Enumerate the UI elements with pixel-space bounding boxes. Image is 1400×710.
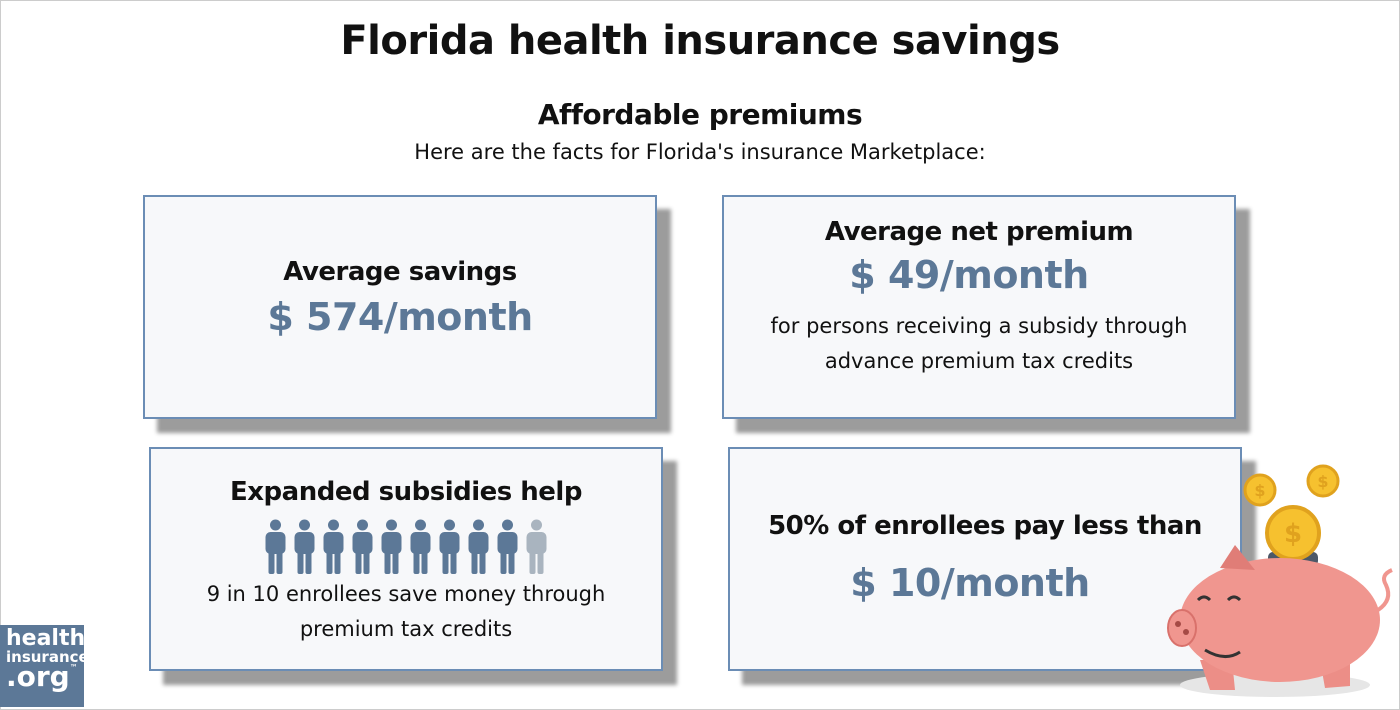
person-icon-filled xyxy=(294,519,315,574)
person-icon-filled xyxy=(497,519,518,574)
card: 50% of enrollees pay less than $ 10/mont… xyxy=(728,447,1242,671)
logo: health insurance .org™ xyxy=(0,625,89,707)
card-heading: Expanded subsidies help xyxy=(230,477,582,507)
person-icon-filled xyxy=(323,519,344,574)
amount: $ 574/month xyxy=(267,295,533,339)
person-icon-filled xyxy=(410,519,431,574)
piggy-bank-illustration: $ $ $ xyxy=(1167,464,1393,697)
logo-text: .org xyxy=(6,660,70,694)
logo-text: insurance xyxy=(6,647,89,666)
svg-text:$: $ xyxy=(1317,472,1328,491)
logo-mark: ™ xyxy=(69,663,78,673)
person-icon-filled xyxy=(265,519,286,574)
card: Expanded subsidies help 9 in 10 enrollee… xyxy=(149,447,663,671)
card-heading: 50% of enrollees pay less than xyxy=(768,511,1202,541)
person-icon-filled xyxy=(468,519,489,574)
note: 9 in 10 enrollees save money through pre… xyxy=(206,582,606,641)
person-icon-filled xyxy=(352,519,373,574)
card-heading: Average net premium xyxy=(824,217,1134,247)
logo-text: health xyxy=(6,626,86,651)
title: Florida health insurance savings xyxy=(340,18,1060,64)
card-heading: Average savings xyxy=(283,257,517,287)
svg-text:$: $ xyxy=(1254,481,1265,500)
person-icon-empty xyxy=(526,519,547,574)
person-icon-filled xyxy=(381,519,402,574)
amount: $ 10/month xyxy=(850,561,1090,605)
intro: Here are the facts for Florida's insuran… xyxy=(414,140,986,164)
amount: $ 49/month xyxy=(849,253,1089,297)
people-icons xyxy=(265,519,547,574)
person-icon-filled xyxy=(439,519,460,574)
card: Average savings $ 574/month xyxy=(143,195,657,419)
card: Average net premium $ 49/month for perso… xyxy=(722,195,1236,419)
note: for persons receiving a subsidy through … xyxy=(770,314,1188,373)
subtitle: Affordable premiums xyxy=(537,98,863,131)
svg-text:$: $ xyxy=(1284,519,1302,549)
